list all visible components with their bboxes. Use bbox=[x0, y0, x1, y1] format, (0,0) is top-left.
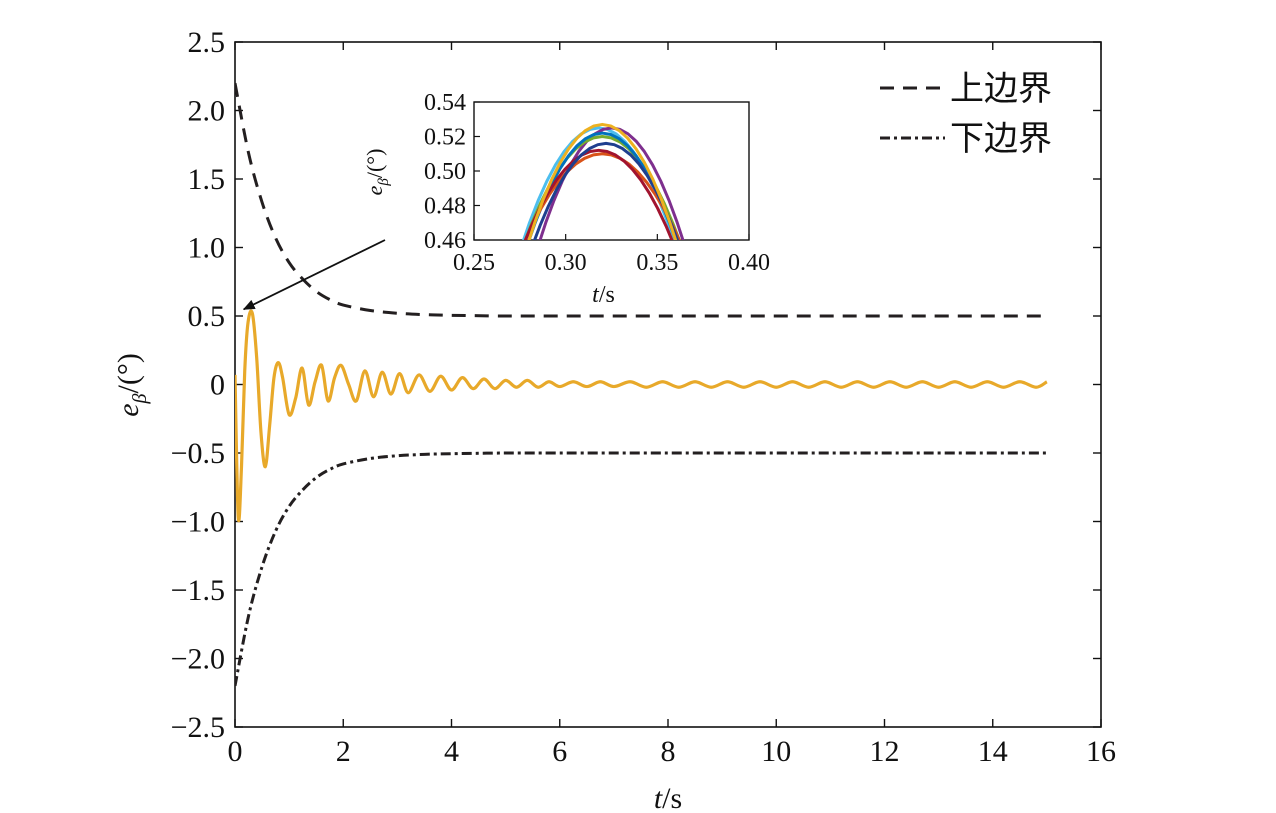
y-tick-label: 1.5 bbox=[188, 163, 226, 196]
inset-y-axis-label: eβ/(°) bbox=[362, 149, 392, 196]
inset-y-tick-label: 0.46 bbox=[424, 228, 466, 254]
zoom-arrow bbox=[242, 239, 386, 311]
series-line-0 bbox=[235, 82, 1047, 318]
inset-x-tick-label: 0.30 bbox=[545, 250, 587, 276]
y-tick-label: −2.5 bbox=[171, 711, 225, 744]
x-tick-label: 6 bbox=[552, 735, 567, 768]
inset-y-tick-label: 0.50 bbox=[424, 159, 466, 185]
y-tick-label: 0.5 bbox=[188, 300, 226, 333]
y-tick-label: 2.0 bbox=[188, 95, 226, 128]
inset-y-tick-label: 0.52 bbox=[424, 125, 466, 151]
main-plot: 0 2 4 6 8 10 12 14 162.52.01.51.00.50−0.5−1.0−1.… bbox=[112, 26, 1116, 813]
inset-plot: 0.25 0.30 0.35 0.40 0.54 0.52 0.50 0.48 0.46 t/s e… bbox=[362, 90, 770, 308]
inset-x-tick-label: 0.25 bbox=[453, 250, 495, 276]
x-tick-label: 4 bbox=[444, 735, 459, 768]
y-tick-label: 2.5 bbox=[188, 26, 226, 59]
x-tick-label: 0 bbox=[228, 735, 243, 768]
x-tick-label: 10 bbox=[761, 735, 791, 768]
inset-series-group bbox=[522, 122, 685, 240]
x-tick-label: 2 bbox=[336, 735, 351, 768]
y-tick-label: −1.5 bbox=[171, 574, 225, 607]
x-tick-label: 8 bbox=[661, 735, 676, 768]
inset-x-tick-label: 0.35 bbox=[636, 250, 678, 276]
inset-y-tick-label: 0.54 bbox=[424, 90, 466, 116]
x-tick-label: 14 bbox=[978, 735, 1008, 768]
y-tick-label: −0.5 bbox=[171, 437, 225, 470]
y-tick-label: 0 bbox=[210, 369, 225, 402]
series-line-2 bbox=[235, 309, 1048, 522]
x-tick-label: 16 bbox=[1086, 735, 1116, 768]
y-tick-label: −2.0 bbox=[171, 643, 225, 676]
inset-series-line-7 bbox=[527, 122, 678, 240]
y-tick-label: −1.0 bbox=[171, 506, 225, 539]
x-axis-label: t/s bbox=[654, 782, 682, 813]
series-line-1 bbox=[235, 451, 1047, 687]
inset-x-tick-label: 0.40 bbox=[728, 250, 770, 276]
y-axis-label: eβ/(°) bbox=[112, 353, 151, 417]
inset-frame bbox=[473, 101, 750, 241]
inset-y-tick-label: 0.48 bbox=[424, 194, 466, 220]
legend-label-0: 上边界 bbox=[950, 69, 1052, 109]
legend-label-1: 下边界 bbox=[950, 119, 1052, 159]
series-group bbox=[235, 82, 1048, 687]
inset-x-axis-label: t/s bbox=[592, 282, 615, 308]
x-tick-label: 12 bbox=[870, 735, 900, 768]
y-tick-label: 1.0 bbox=[188, 232, 226, 265]
